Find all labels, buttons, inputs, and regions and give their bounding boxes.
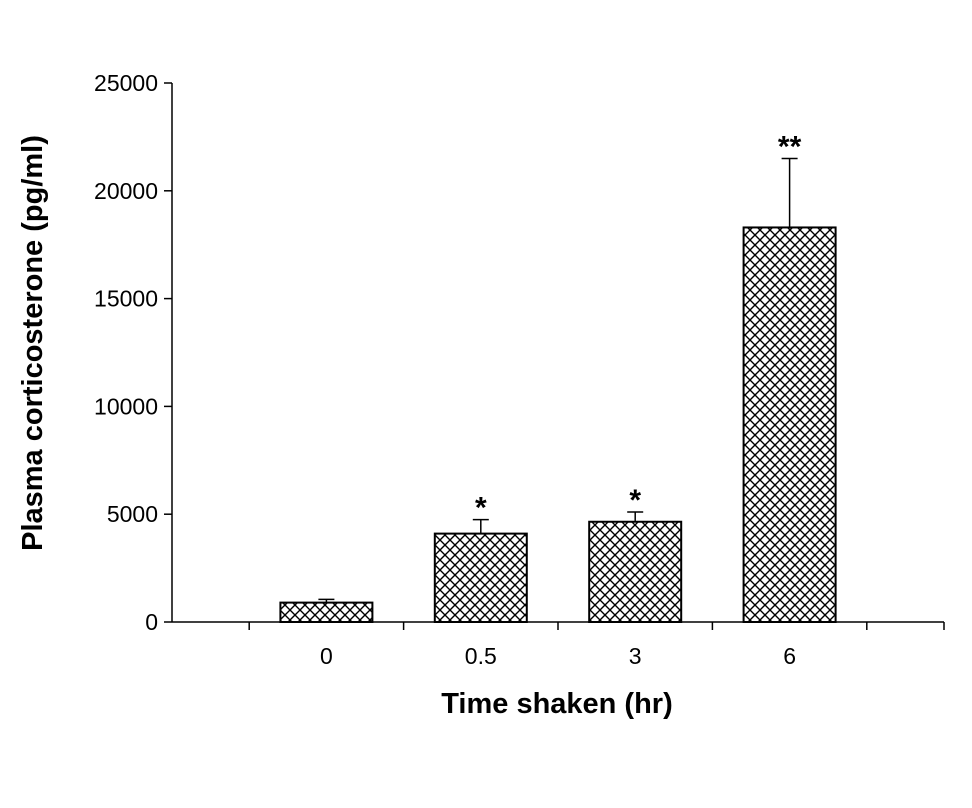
x-tick-label: 0.5 bbox=[465, 643, 497, 669]
y-tick-label: 5000 bbox=[107, 501, 158, 527]
y-tick-label: 15000 bbox=[94, 286, 158, 312]
labels-layer: 0 5000 10000 15000 20000 25000 0 * 0.5 * 3 ** 6 bbox=[94, 70, 802, 669]
x-tick-label: 3 bbox=[629, 643, 642, 669]
bar bbox=[742, 226, 837, 623]
bar bbox=[279, 601, 374, 624]
bars-layer bbox=[279, 157, 837, 624]
bar bbox=[588, 520, 683, 623]
significance-label: * bbox=[629, 484, 641, 517]
y-axis-title: Plasma corticosterone (pg/ml) bbox=[17, 135, 49, 551]
axes-layer bbox=[164, 82, 945, 630]
y-tick-label: 25000 bbox=[94, 70, 158, 96]
x-tick-label: 6 bbox=[783, 643, 796, 669]
y-tick-label: 20000 bbox=[94, 178, 158, 204]
bar bbox=[433, 532, 528, 623]
significance-label: * bbox=[475, 492, 487, 525]
x-tick-label: 0 bbox=[320, 643, 333, 669]
y-tick-label: 10000 bbox=[94, 393, 158, 419]
y-tick-label: 0 bbox=[145, 609, 158, 635]
x-axis-title: Time shaken (hr) bbox=[441, 688, 673, 720]
significance-label: ** bbox=[778, 130, 802, 163]
